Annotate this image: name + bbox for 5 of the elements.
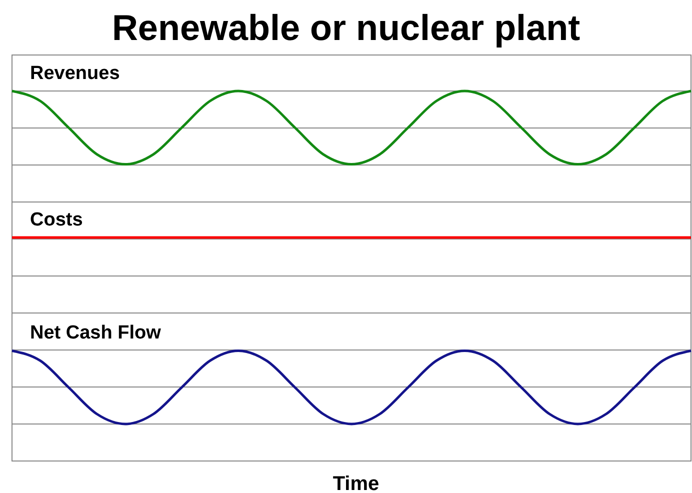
series-label: Net Cash Flow — [30, 322, 162, 344]
series-label: Costs — [30, 210, 83, 231]
series-label: Revenues — [30, 63, 120, 84]
chart-title: Renewable or nuclear plant — [112, 7, 580, 48]
x-axis-title: Time — [332, 473, 380, 493]
